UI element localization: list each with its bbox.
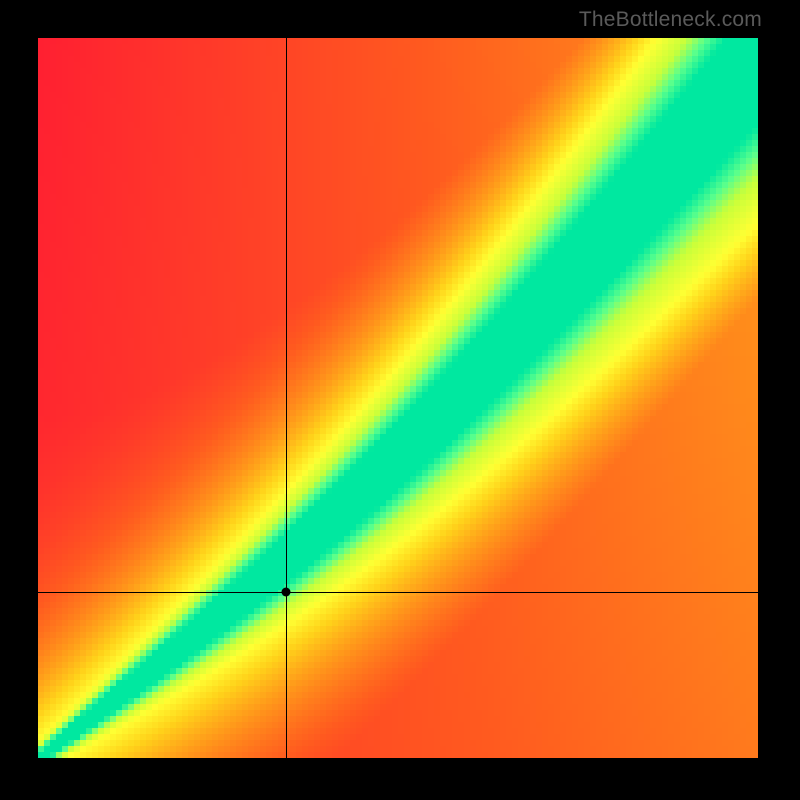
- crosshair-horizontal-line: [38, 592, 758, 593]
- chart-container: TheBottleneck.com: [0, 0, 800, 800]
- target-marker-dot: [282, 588, 291, 597]
- heatmap-canvas: [38, 38, 758, 758]
- branding-text: TheBottleneck.com: [579, 8, 762, 32]
- crosshair-vertical-line: [286, 38, 287, 758]
